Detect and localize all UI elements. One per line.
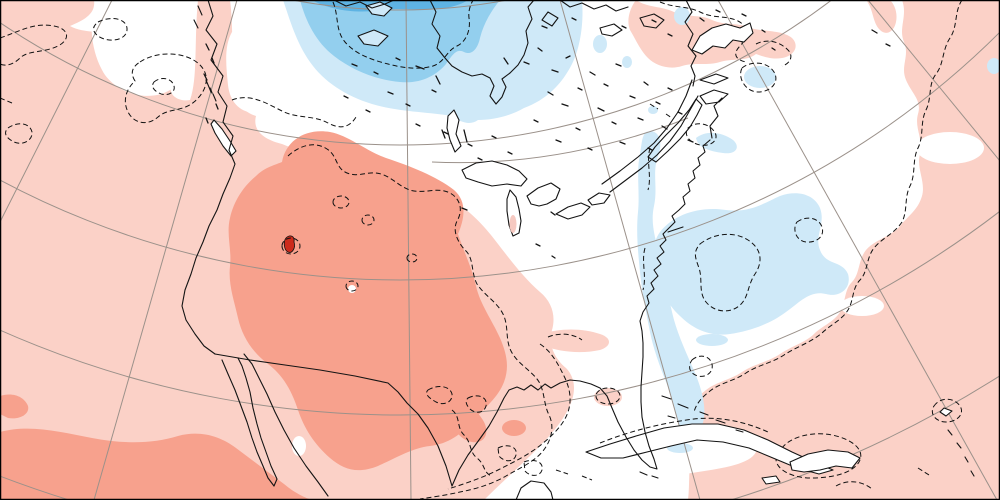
white-pocket-atlantic-se (840, 296, 884, 316)
contour-panhandle (547, 333, 583, 341)
cool-dark-strip-arctic (312, 0, 468, 12)
islands-haida-gwaii (193, 5, 217, 102)
meridian-6 (867, 0, 1000, 162)
white-pocket-bc-interior (226, 29, 291, 113)
islands-florida-keys (639, 471, 659, 479)
cool-spot-right-edge (987, 58, 1000, 74)
contour-west-warm-main (287, 144, 553, 500)
contour-atlantic-kidney (694, 233, 761, 312)
contour-pacific-loop-c (152, 78, 175, 96)
coastline-st-lawrence (601, 79, 699, 193)
latitude-arc-partial (431, 117, 689, 164)
contour-florida-ring (595, 387, 621, 405)
lake-winnipeg (446, 109, 462, 153)
coastline-yucatan (515, 480, 554, 500)
contour-bottom-left-bits (0, 97, 33, 144)
contour-mexico-loops (426, 386, 593, 481)
island-puerto-rico (939, 407, 953, 417)
latitude-arc-1 (290, 0, 510, 11)
latitude-arc-2 (0, 0, 833, 146)
contour-bc-coast (231, 97, 357, 128)
coastline-gulf-of-california-mainland (243, 353, 329, 497)
cool-spot-quebec-a (593, 35, 607, 53)
latitude-arc-3 (0, 31, 1000, 281)
cool-spot-maritimes (648, 106, 658, 114)
contour-atlantic-ring-north (794, 217, 824, 243)
warm-patch-gulf-spot (502, 420, 526, 436)
meridian-4 (559, 0, 701, 500)
warm-patch-texas-coast (447, 398, 487, 443)
contour-arctic-cool (332, 0, 474, 69)
white-speck-sonora-coast (292, 436, 306, 456)
contour-caribbean (599, 398, 962, 490)
white-pocket-pacific-northwest (91, 2, 192, 96)
white-pocket-atlantic-right (916, 132, 984, 164)
coastline-baja-california (221, 357, 278, 487)
contour-east-coast-bits (642, 147, 651, 291)
water-bodies-and-islands (210, 1, 953, 485)
lake-ontario (587, 192, 611, 206)
warm-patch-left-edge (0, 394, 29, 419)
cool-spot-quebec-b (622, 56, 632, 68)
cool-spot-labrador-coast (674, 7, 690, 25)
lake-erie (555, 202, 591, 220)
coastline-long-island (667, 226, 684, 233)
contour-atlantic-ring-south (689, 355, 713, 377)
island-newfoundland (691, 22, 754, 55)
coastline-labrador (684, 0, 697, 87)
contour-gsl-ring (685, 123, 717, 146)
warm-core-pacific-southwest (0, 428, 312, 500)
warm-patch-florida-panhandle-offshore (542, 329, 609, 353)
lake-michigan-pink-tint (509, 215, 517, 233)
cool-spot-gulf-st-lawrence (696, 132, 737, 154)
coastline-arctic-islands (333, 0, 665, 37)
islands-bahamas (661, 395, 744, 433)
island-hispaniola (789, 449, 861, 473)
warm-dark-spot-great-basin (283, 235, 295, 253)
island-cuba (585, 423, 834, 475)
latitude-arc-4 (0, 210, 1000, 416)
great-bear-lake (365, 1, 393, 17)
meridian-1 (0, 0, 113, 223)
coastline-hudson-bay (429, 0, 535, 105)
border-us-mexico-rio-grande (214, 353, 453, 487)
great-slave-lake (357, 29, 389, 47)
contour-gulf (447, 343, 571, 490)
warm-anomaly-moderate-regions (0, 131, 526, 500)
coastlines (181, 0, 975, 500)
meridian-5 (717, 0, 998, 500)
meridian-2 (93, 0, 238, 500)
contour-pacific-loop-a (93, 18, 128, 41)
cool-anomaly-moderate-region (300, 0, 500, 83)
warm-core-interior-west (228, 131, 507, 471)
cool-region-western-atlantic-lobe (653, 193, 849, 335)
cool-spot-georgia-offshore (696, 334, 728, 346)
contour-maritime-bits (649, 103, 673, 119)
cool-spot-newfoundland-east (744, 66, 776, 88)
island-jamaica (761, 475, 781, 485)
contour-pacific-loop-b (124, 53, 207, 124)
contour-west-inner-loops (281, 195, 418, 292)
anomaly-contours (0, 0, 963, 500)
coastline-gulf-florida-atlantic (451, 139, 711, 487)
contour-atlantic-warm-edge (693, 0, 963, 413)
warm-anomaly-strong-core (283, 235, 295, 253)
white-speck-plateau (348, 285, 356, 293)
cool-anomaly-strong-region (312, 0, 468, 12)
meridian-3 (405, 0, 412, 500)
cool-region-east-coast-band (637, 131, 705, 436)
contour-labrador-sea (659, 1, 792, 67)
lake-superior (461, 160, 528, 187)
cool-core-nunavut (300, 0, 500, 83)
lakes-scatter-marks (203, 9, 891, 259)
contour-newfoundland-ring (740, 62, 777, 93)
coastline-new-brunswick-gaspe (699, 89, 729, 139)
lake-huron (526, 182, 561, 207)
islands-lesser-antilles (947, 429, 975, 477)
coastline-anticosti (699, 73, 729, 85)
coastline-pacific (181, 0, 236, 355)
